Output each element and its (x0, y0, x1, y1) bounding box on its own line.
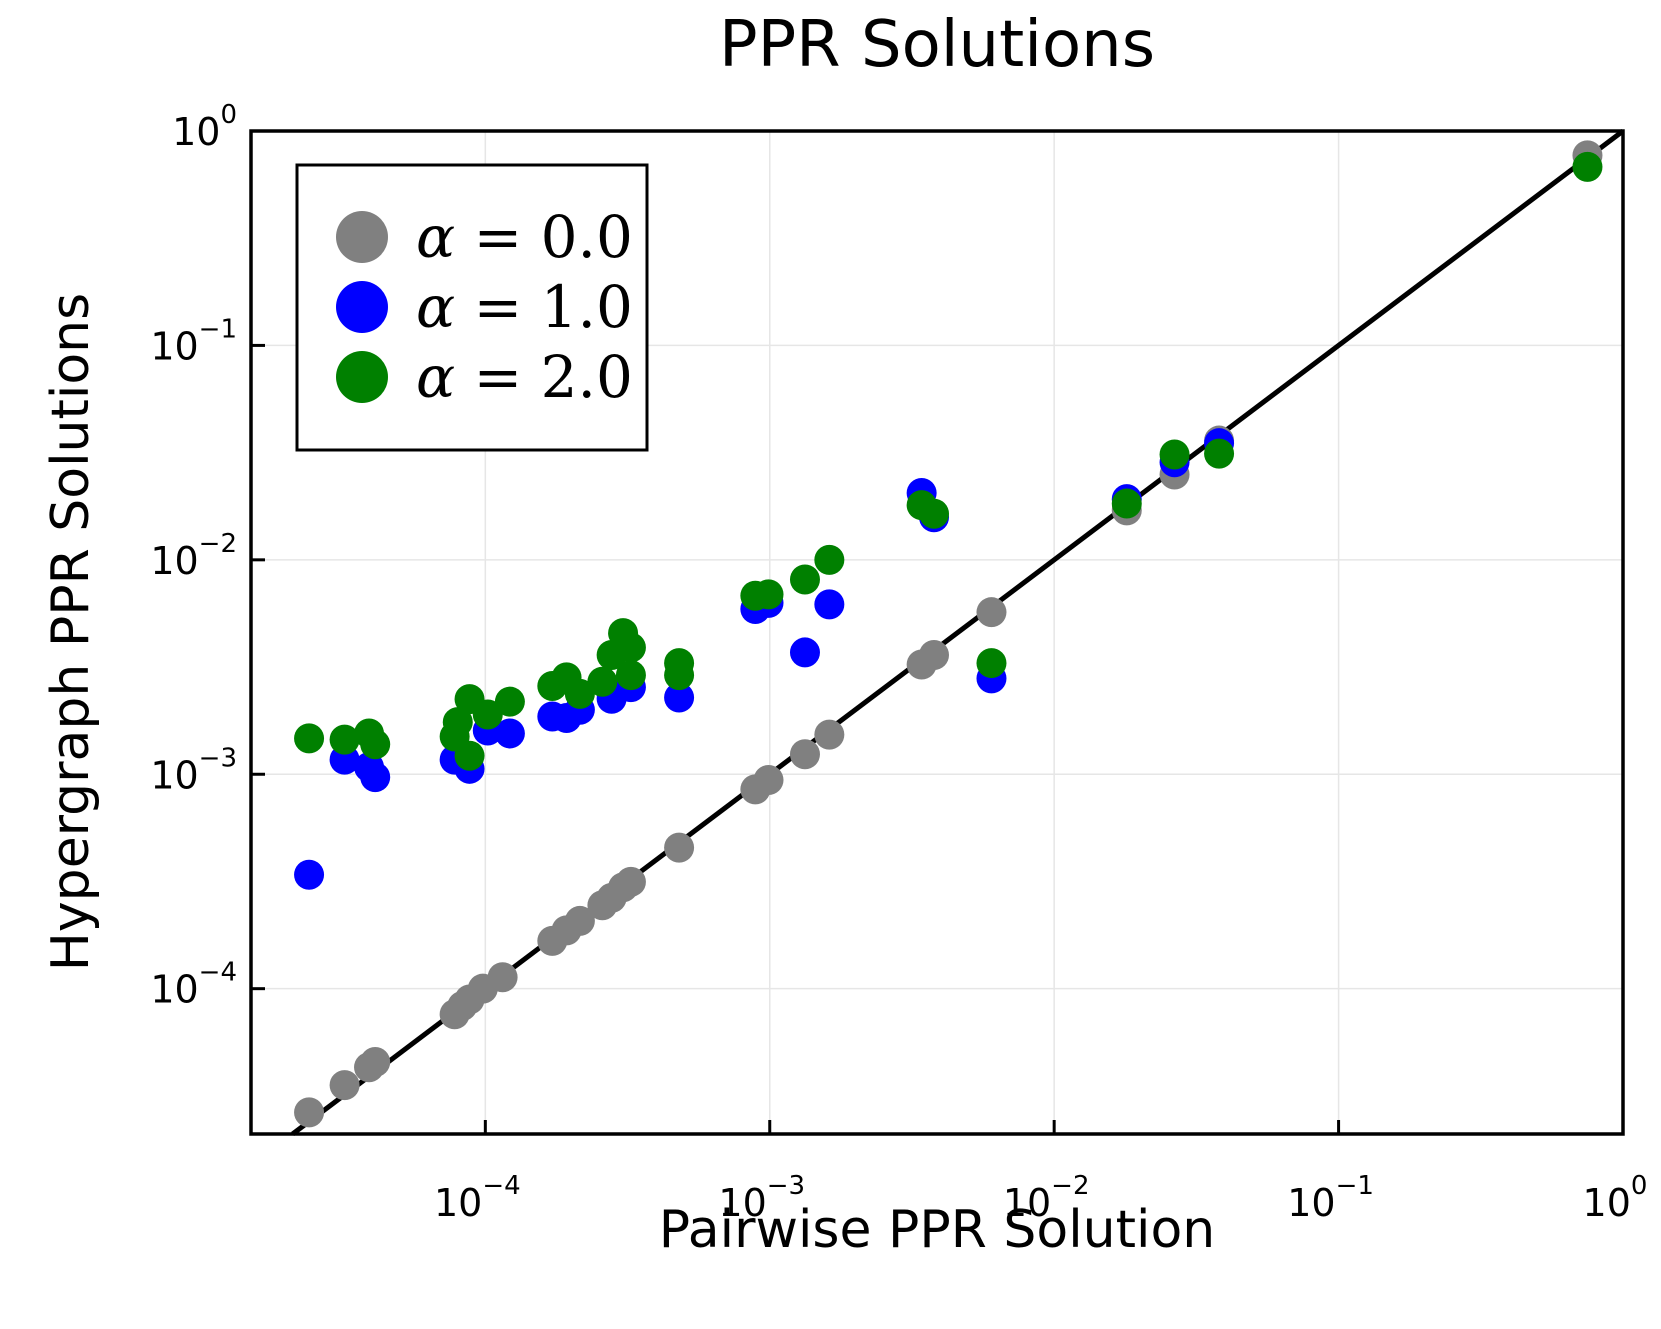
x-axis-ticks: 10−4 10−3 10−2 10−1 100 (434, 1120, 1647, 1225)
data-point-alpha-1.0 (664, 682, 695, 713)
y-tick-label: 100 (172, 100, 237, 154)
x-tick-label-base: 10 (434, 1181, 482, 1225)
x-tick-label-exponent: −4 (482, 1171, 520, 1201)
x-tick-label: 100 (1583, 1171, 1648, 1225)
data-point-alpha-0.0 (789, 739, 820, 770)
series-alpha-2.0 (294, 151, 1603, 771)
data-point-alpha-1.0 (789, 637, 820, 668)
data-point-alpha-0.0 (329, 1070, 360, 1101)
data-point-alpha-2.0 (442, 707, 473, 738)
x-tick-label-base: 10 (718, 1181, 766, 1225)
data-point-alpha-0.0 (753, 765, 784, 796)
legend-marker-alpha-2.0 (336, 351, 388, 403)
y-axis-label: Hypergraph PPR Solutions (41, 293, 101, 971)
data-point-alpha-2.0 (360, 729, 391, 760)
reference-line-layer (291, 129, 1625, 1136)
x-axis-label: Pairwise PPR Solution (659, 1200, 1216, 1260)
data-point-alpha-0.0 (294, 1097, 325, 1128)
legend-label-alpha-1.0: α = 1.0 (416, 273, 633, 341)
data-point-alpha-2.0 (789, 564, 820, 595)
data-point-alpha-2.0 (615, 632, 646, 663)
chart-title: PPR Solutions (719, 8, 1155, 82)
x-tick-label-exponent: −2 (1051, 1171, 1089, 1201)
y-tick-label: 10−3 (150, 743, 237, 797)
legend-label-alpha-2.0: α = 2.0 (416, 343, 633, 411)
data-point-alpha-2.0 (1159, 439, 1190, 470)
x-tick-label: 10−1 (1287, 1171, 1374, 1225)
y-tick-label-base: 10 (150, 753, 198, 797)
x-tick-label: 10−4 (434, 1171, 521, 1225)
data-point-alpha-2.0 (918, 498, 949, 529)
series-alpha-0.0 (294, 140, 1603, 1128)
y-tick-label-base: 10 (150, 539, 198, 583)
data-point-alpha-2.0 (814, 544, 845, 575)
x-tick-label-base: 10 (1583, 1181, 1631, 1225)
x-tick-label-base: 10 (1287, 1181, 1335, 1225)
y-tick-label-exponent: −2 (199, 529, 237, 559)
x-tick-label-base: 10 (1003, 1181, 1051, 1225)
data-point-alpha-2.0 (615, 660, 646, 691)
legend-label-value: = 2.0 (455, 343, 633, 411)
data-point-alpha-2.0 (1111, 488, 1142, 519)
data-point-alpha-2.0 (454, 740, 485, 771)
y-tick-label: 10−4 (150, 958, 237, 1012)
x-tick-label-exponent: 0 (1631, 1171, 1648, 1201)
y-tick-label-exponent: −1 (199, 314, 237, 344)
y-tick-label-exponent: −3 (199, 743, 237, 773)
data-point-alpha-1.0 (814, 589, 845, 620)
data-point-alpha-0.0 (976, 597, 1007, 628)
data-point-alpha-0.0 (918, 639, 949, 670)
y-tick-label-base: 10 (150, 968, 198, 1012)
reference-line-y-equals-x (291, 129, 1625, 1136)
data-point-alpha-1.0 (360, 762, 391, 793)
y-tick-label-exponent: 0 (220, 100, 237, 130)
data-point-alpha-0.0 (360, 1047, 391, 1078)
legend-label-symbol: α (416, 203, 455, 271)
legend-label-value: = 1.0 (455, 273, 633, 341)
legend-label-alpha-0.0: α = 0.0 (416, 203, 633, 271)
data-point-alpha-1.0 (494, 718, 525, 749)
data-point-alpha-0.0 (814, 719, 845, 750)
y-tick-label-exponent: −4 (199, 958, 237, 988)
data-point-alpha-2.0 (1204, 438, 1235, 469)
legend-marker-alpha-1.0 (336, 281, 388, 333)
x-tick-label: 10−2 (1003, 1171, 1090, 1225)
plot-frame (249, 129, 1625, 1136)
data-point-alpha-2.0 (329, 724, 360, 755)
x-tick-label-exponent: −1 (1336, 1171, 1374, 1201)
y-tick-label: 10−1 (150, 314, 237, 368)
data-point-alpha-0.0 (664, 832, 695, 863)
data-point-alpha-2.0 (587, 666, 618, 697)
data-point-alpha-0.0 (564, 905, 595, 936)
legend-label-symbol: α (416, 343, 455, 411)
data-point-alpha-2.0 (664, 660, 695, 691)
data-point-alpha-2.0 (294, 723, 325, 754)
data-point-alpha-0.0 (615, 866, 646, 897)
data-point-alpha-1.0 (294, 859, 325, 890)
legend: α = 0.0α = 1.0α = 2.0 (295, 163, 649, 452)
legend-marker-alpha-0.0 (336, 211, 388, 263)
y-tick-label-base: 10 (172, 110, 220, 154)
data-point-alpha-2.0 (564, 678, 595, 709)
y-tick-label-base: 10 (150, 324, 198, 368)
legend-label-symbol: α (416, 273, 455, 341)
data-points-layer (294, 140, 1603, 1128)
x-tick-label-exponent: −3 (767, 1171, 805, 1201)
data-point-alpha-2.0 (472, 699, 503, 730)
data-point-alpha-0.0 (487, 962, 518, 993)
data-point-alpha-2.0 (494, 686, 525, 717)
data-point-alpha-2.0 (1572, 151, 1603, 182)
data-point-alpha-2.0 (753, 579, 784, 610)
y-tick-label: 10−2 (150, 529, 237, 583)
data-point-alpha-2.0 (976, 648, 1007, 679)
x-tick-label: 10−3 (718, 1171, 805, 1225)
legend-label-value: = 0.0 (455, 203, 633, 271)
